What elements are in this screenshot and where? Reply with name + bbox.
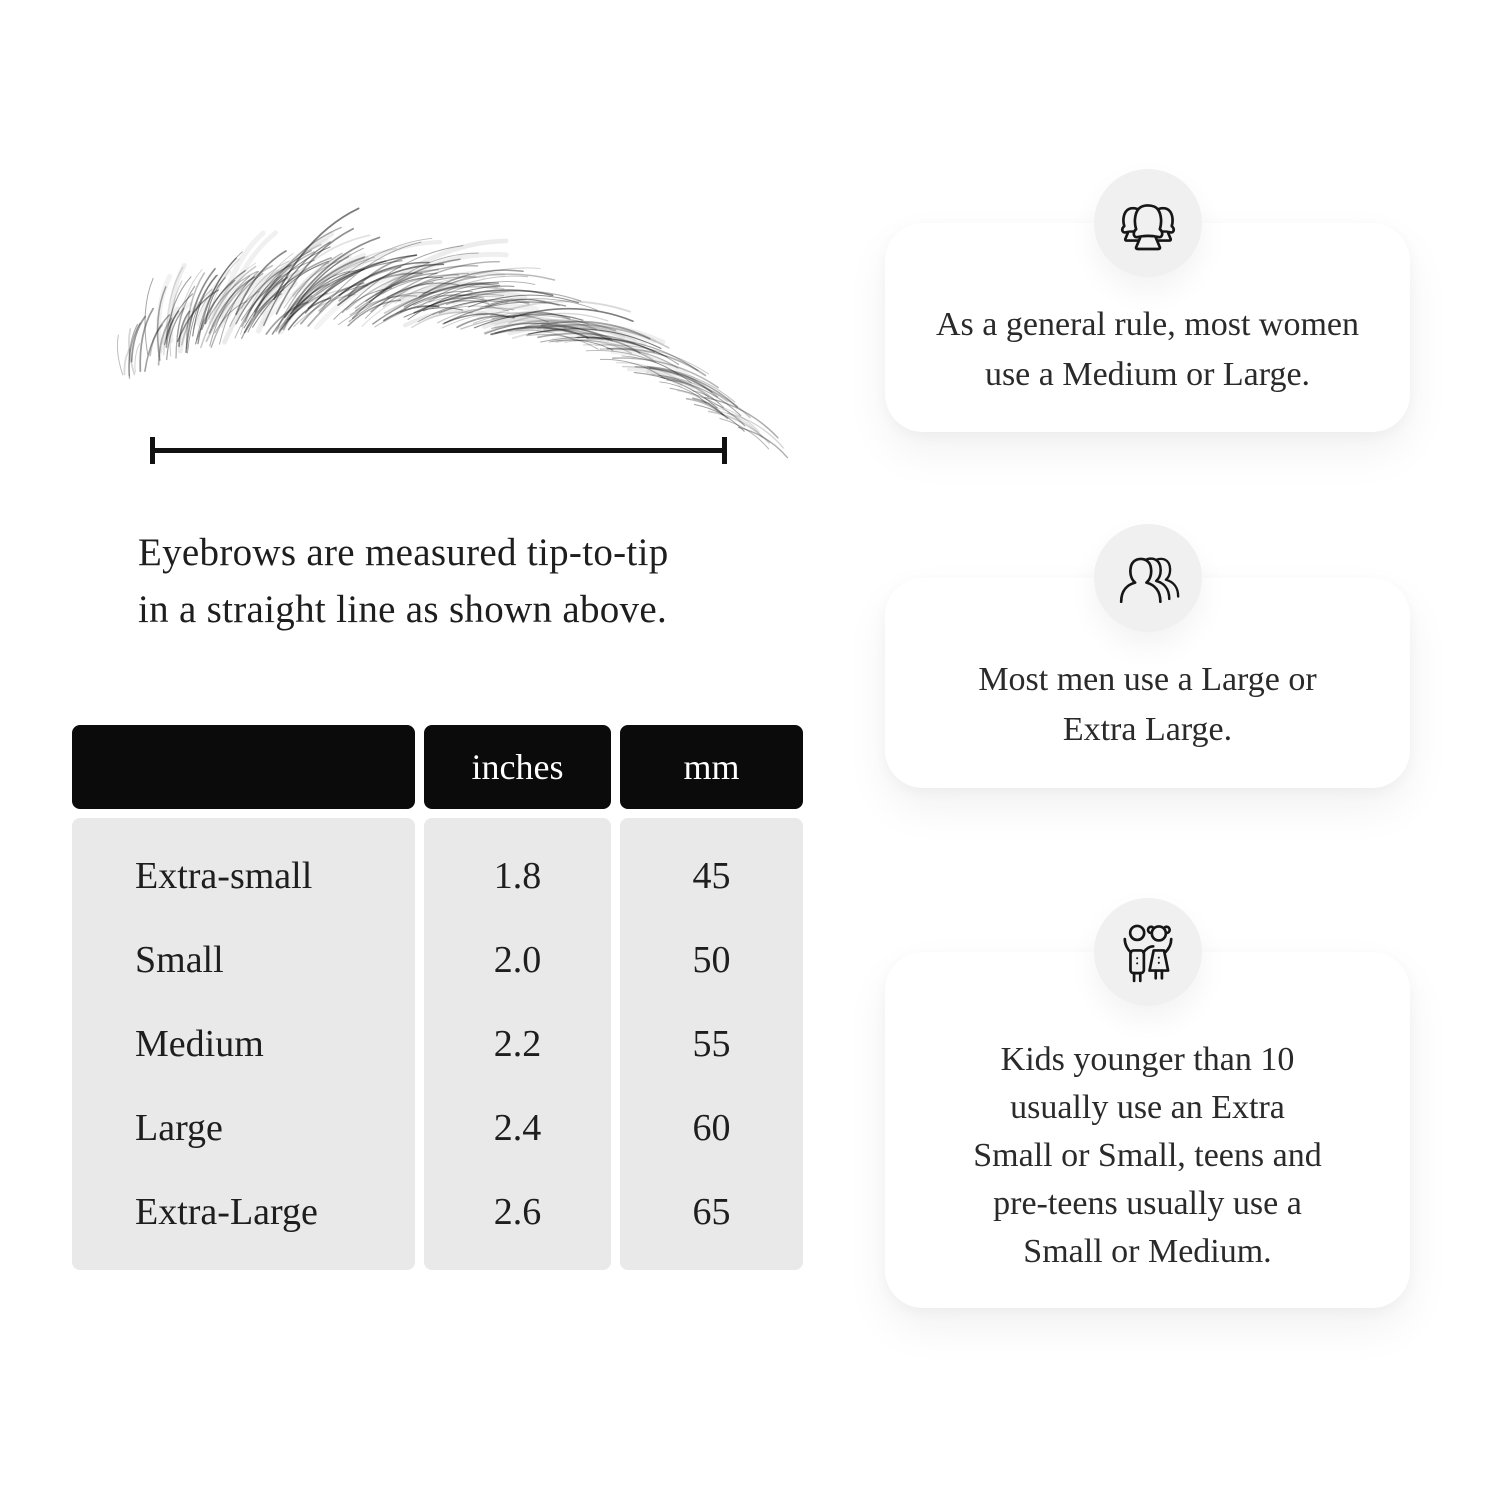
card-text-line: Extra Large. — [1062, 711, 1233, 748]
table-body-size: Extra-small Small Medium Large Extra-Lar… — [72, 818, 415, 1270]
inches-value: 2.0 — [493, 939, 542, 981]
table-header-size — [72, 725, 415, 809]
eyebrow-illustration — [116, 207, 789, 459]
card-text-line: use a Medium or Large. — [984, 355, 1311, 393]
inches-value: 2.2 — [493, 1023, 542, 1065]
size-label: Large — [135, 1107, 223, 1149]
table-col-size: Extra-small Small Medium Large Extra-Lar… — [72, 725, 415, 1270]
mm-value: 60 — [692, 1107, 731, 1149]
table-col-mm: mm 45 50 55 60 65 — [620, 725, 803, 1270]
measurement-line — [150, 437, 727, 464]
mm-value: 65 — [692, 1191, 731, 1233]
card-kids-text: Kids younger than 10 usually use an Extr… — [911, 1036, 1384, 1276]
size-table: Extra-small Small Medium Large Extra-Lar… — [72, 725, 803, 1270]
inches-value: 1.8 — [493, 855, 542, 897]
inches-value: 2.4 — [493, 1107, 542, 1149]
women-group-icon — [1093, 169, 1202, 277]
size-label: Medium — [135, 1023, 264, 1065]
card-men-text: Most men use a Large or Extra Large. — [911, 655, 1384, 755]
card-text-line: Small or Small, teens and — [973, 1137, 1322, 1174]
mm-value: 45 — [692, 855, 731, 897]
measurement-end-tick — [722, 437, 727, 464]
table-header-inches: inches — [424, 725, 611, 809]
caption-line: in a straight line as shown above. — [138, 588, 668, 631]
card-women: As a general rule, most women use a Medi… — [885, 169, 1410, 432]
measurement-caption: Eyebrows are measured tip-to-tip in a st… — [138, 524, 798, 638]
card-women-text: As a general rule, most women use a Medi… — [911, 300, 1384, 400]
size-label: Extra-small — [135, 855, 313, 897]
card-men: Most men use a Large or Extra Large. — [885, 524, 1410, 788]
size-label: Small — [135, 939, 224, 981]
men-group-icon — [1093, 524, 1202, 632]
size-label: Extra-Large — [135, 1191, 318, 1233]
card-text-line: Small or Medium. — [1023, 1233, 1272, 1270]
mm-value: 50 — [692, 939, 731, 981]
caption-line: Eyebrows are measured tip-to-tip — [138, 531, 669, 574]
measurement-bar — [150, 448, 727, 453]
card-text-line: Kids younger than 10 — [1000, 1041, 1295, 1078]
mm-value: 55 — [692, 1023, 731, 1065]
kids-icon — [1093, 898, 1202, 1006]
card-text-line: pre-teens usually use a — [993, 1185, 1302, 1222]
table-header-mm: mm — [620, 725, 803, 809]
table-col-inches: inches 1.8 2.0 2.2 2.4 2.6 — [424, 725, 611, 1270]
card-text-line: usually use an Extra — [1010, 1089, 1285, 1126]
card-text-line: As a general rule, most women — [936, 305, 1359, 343]
card-kids: Kids younger than 10 usually use an Extr… — [885, 898, 1410, 1308]
table-body-mm: 45 50 55 60 65 — [620, 818, 803, 1270]
table-body-inches: 1.8 2.0 2.2 2.4 2.6 — [424, 818, 611, 1270]
inches-value: 2.6 — [493, 1191, 542, 1233]
card-text-line: Most men use a Large or — [978, 661, 1317, 698]
